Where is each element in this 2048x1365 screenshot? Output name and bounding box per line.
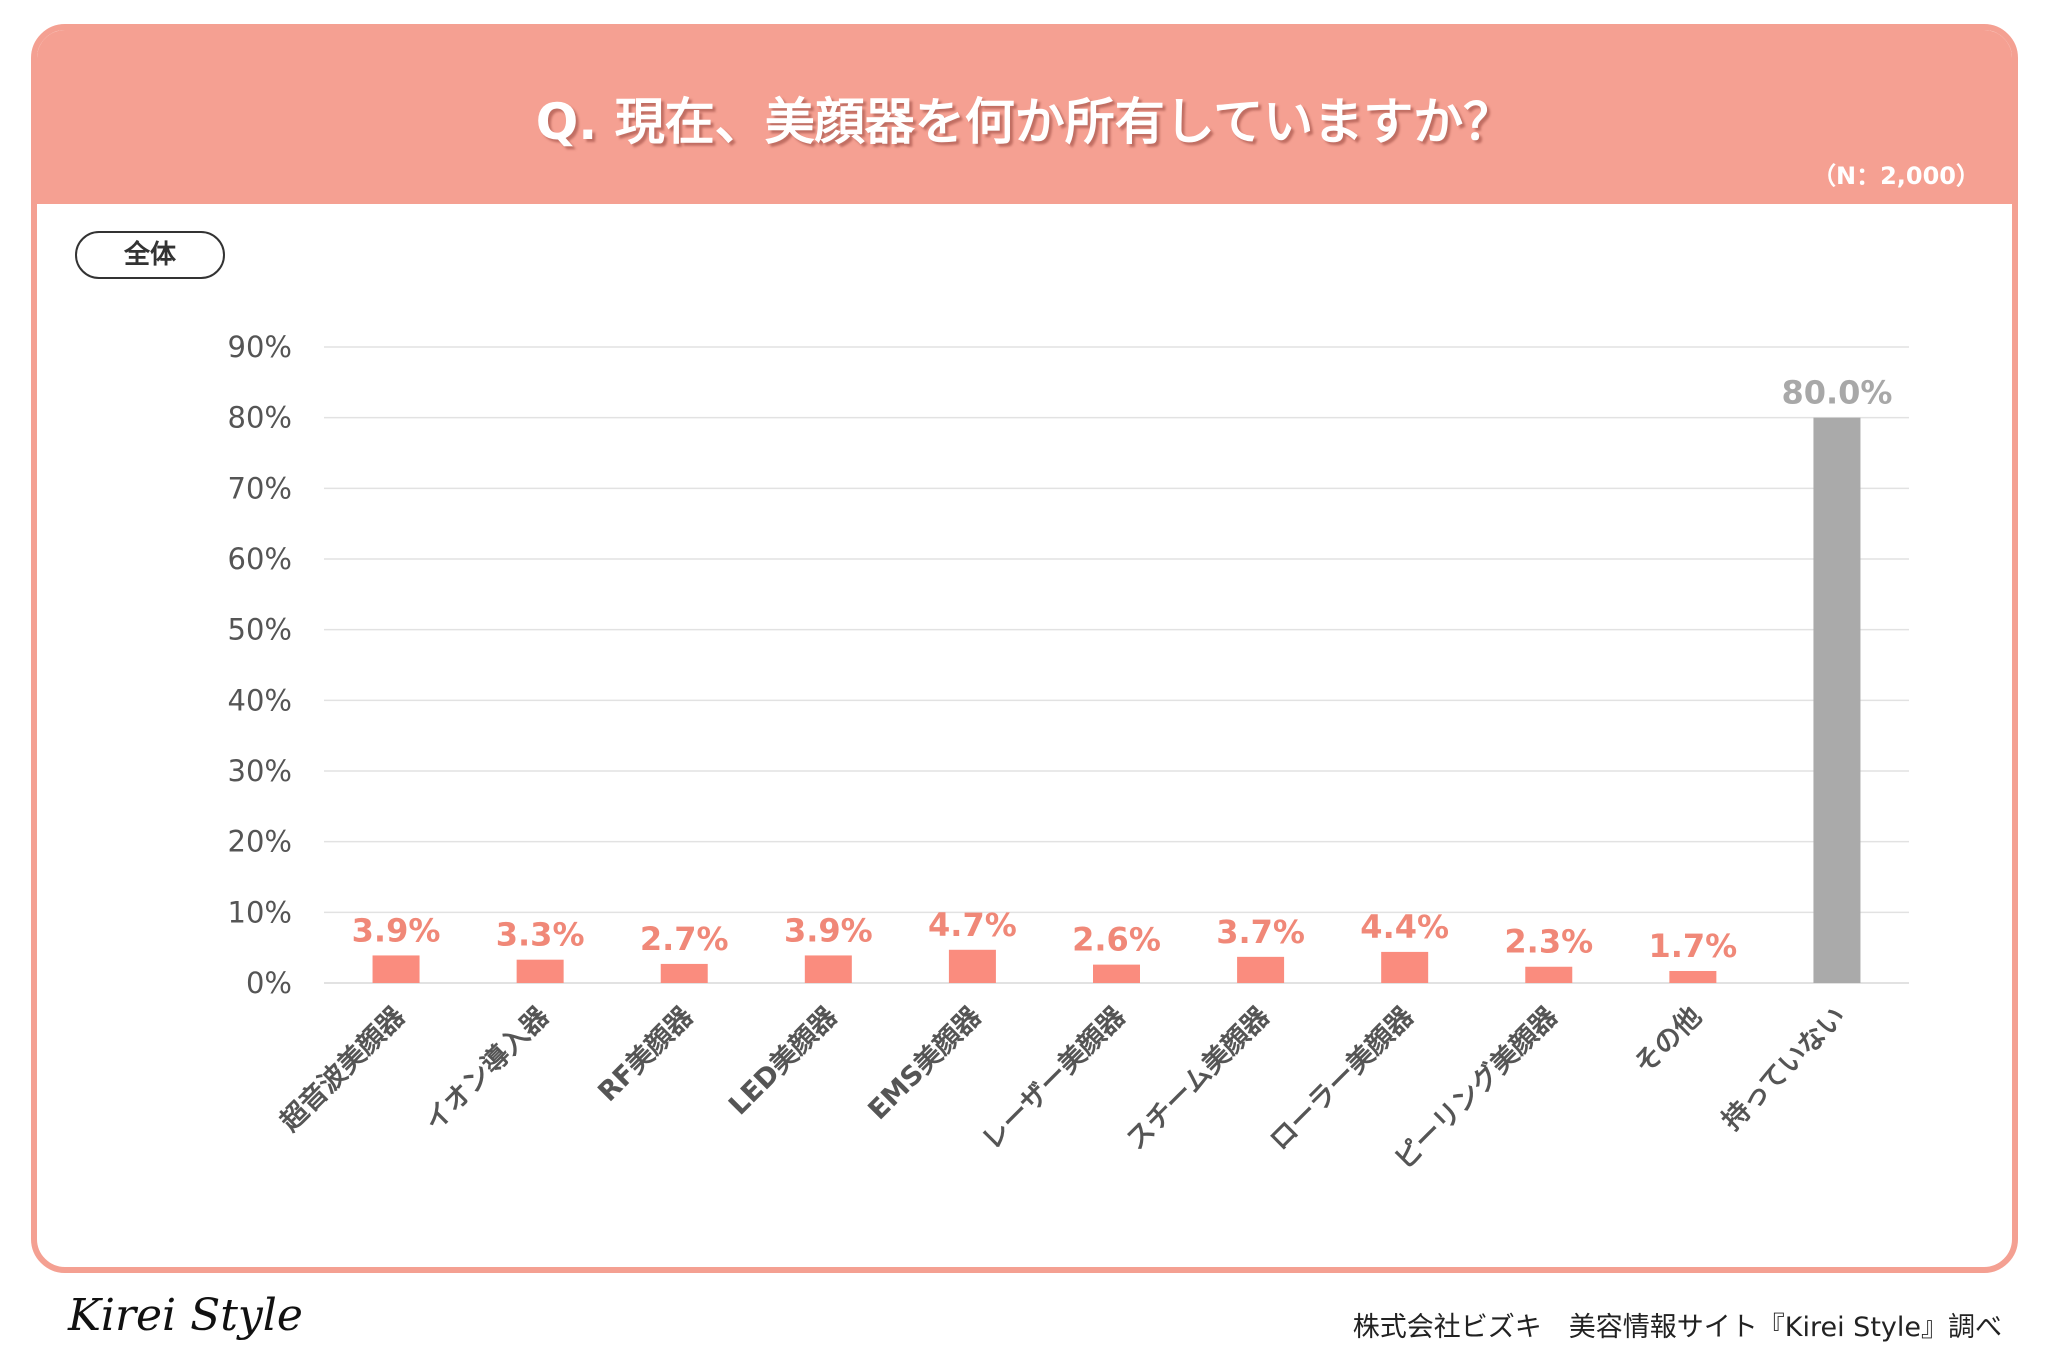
x-tick-label: その他	[1629, 1001, 1708, 1080]
y-tick-label: 70%	[228, 471, 292, 505]
data-label: 4.4%	[1360, 908, 1449, 946]
segment-label: 全体	[75, 231, 225, 279]
x-tick-label: ローラー美顔器	[1263, 1000, 1420, 1157]
bar	[1813, 417, 1861, 984]
y-tick-label: 80%	[228, 401, 292, 435]
y-tick-label: 20%	[228, 825, 292, 859]
bar	[372, 955, 420, 983]
data-label: 4.7%	[928, 906, 1017, 944]
data-label: 3.9%	[784, 911, 873, 949]
bar	[804, 955, 852, 983]
x-tick-label: RF美顔器	[592, 1000, 700, 1108]
y-tick-label: 40%	[228, 683, 292, 717]
data-label: 3.7%	[1216, 913, 1305, 951]
kirei-style-logo: Kirei Style	[68, 1290, 303, 1341]
chart-card: Q. 現在、美顔器を何か所有していますか？ （N：2,000） 全体	[31, 24, 2018, 1273]
y-tick-label: 10%	[228, 895, 292, 929]
bar	[1093, 964, 1140, 983]
y-tick-label: 60%	[228, 542, 292, 576]
x-tick-label: 持っていない	[1716, 1001, 1852, 1137]
y-tick-label: 0%	[246, 966, 292, 1000]
data-label: 3.3%	[496, 916, 585, 954]
chart-title: Q. 現在、美顔器を何か所有していますか？	[535, 93, 1514, 151]
data-label: 2.3%	[1504, 923, 1593, 961]
x-tick-label: EMS美顔器	[862, 1000, 988, 1126]
bar	[1381, 951, 1429, 983]
x-tick-label: イオン導入器	[418, 1000, 556, 1138]
y-tick-label: 50%	[228, 613, 292, 647]
y-tick-label: 30%	[228, 754, 292, 788]
header-banner: Q. 現在、美顔器を何か所有していますか？ （N：2,000）	[37, 30, 2012, 204]
source-note: 株式会社ビズキ 美容情報サイト『Kirei Style』調べ	[1352, 1312, 2002, 1343]
bar	[1525, 966, 1573, 983]
bar	[1237, 956, 1285, 983]
sample-size: （N：2,000）	[1812, 162, 1980, 190]
x-tick-label: LED美顔器	[722, 1000, 844, 1122]
x-tick-label: 超音波美顔器	[274, 1000, 412, 1138]
bar	[1669, 970, 1717, 983]
x-tick-label: レーザー美顔器	[976, 1000, 1133, 1157]
data-label: 1.7%	[1648, 927, 1737, 965]
data-label: 3.9%	[352, 911, 441, 949]
data-label: 80.0%	[1781, 374, 1892, 412]
data-label: 2.6%	[1072, 921, 1161, 959]
x-tick-label: スチーム美顔器	[1120, 1000, 1276, 1156]
bar	[948, 949, 996, 983]
bar	[516, 959, 564, 983]
data-label: 2.7%	[640, 920, 729, 958]
y-tick-label: 90%	[228, 330, 292, 364]
bar	[660, 963, 708, 983]
